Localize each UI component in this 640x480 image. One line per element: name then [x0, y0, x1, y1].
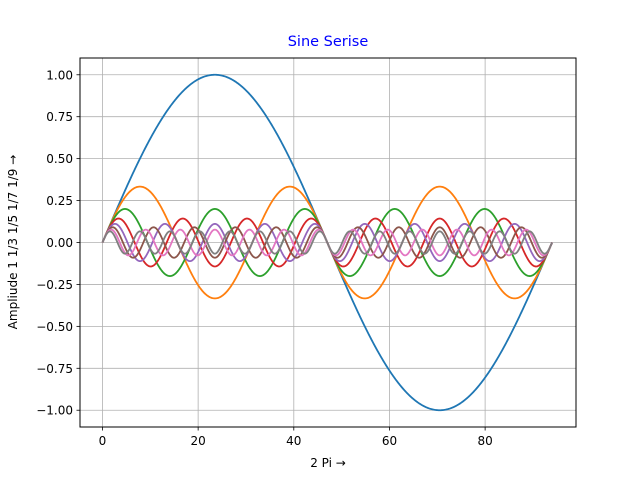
y-tick-label: 0.00 — [46, 236, 73, 250]
x-tick-label: 40 — [286, 434, 301, 448]
x-tick-label: 20 — [191, 434, 206, 448]
x-tick-label: 0 — [99, 434, 107, 448]
y-tick-label: −0.75 — [36, 362, 73, 376]
series-line — [101, 230, 553, 255]
x-tick-label: 80 — [477, 434, 492, 448]
x-tick-label: 60 — [382, 434, 397, 448]
y-tick-label: 0.75 — [46, 110, 73, 124]
chart-title: Sine Serise — [287, 34, 369, 50]
x-axis-label: 2 Pi → — [310, 456, 346, 470]
y-tick-label: 0.25 — [46, 194, 73, 208]
axis-ticks: 0 20 40 60 80 1.00 0.75 0.50 0.25 0.00 −0.25 −0.50 −… — [36, 68, 493, 448]
y-axis-label: Ampliude 1 1/3 1/5 1/7 1/9 → — [6, 154, 20, 330]
y-tick-label: 0.50 — [46, 152, 73, 166]
y-tick-label: 1.00 — [46, 68, 73, 82]
plot-lines — [101, 73, 553, 412]
y-tick-label: −0.25 — [36, 278, 73, 292]
y-tick-label: −0.50 — [36, 320, 73, 334]
y-tick-label: −1.00 — [36, 404, 73, 418]
